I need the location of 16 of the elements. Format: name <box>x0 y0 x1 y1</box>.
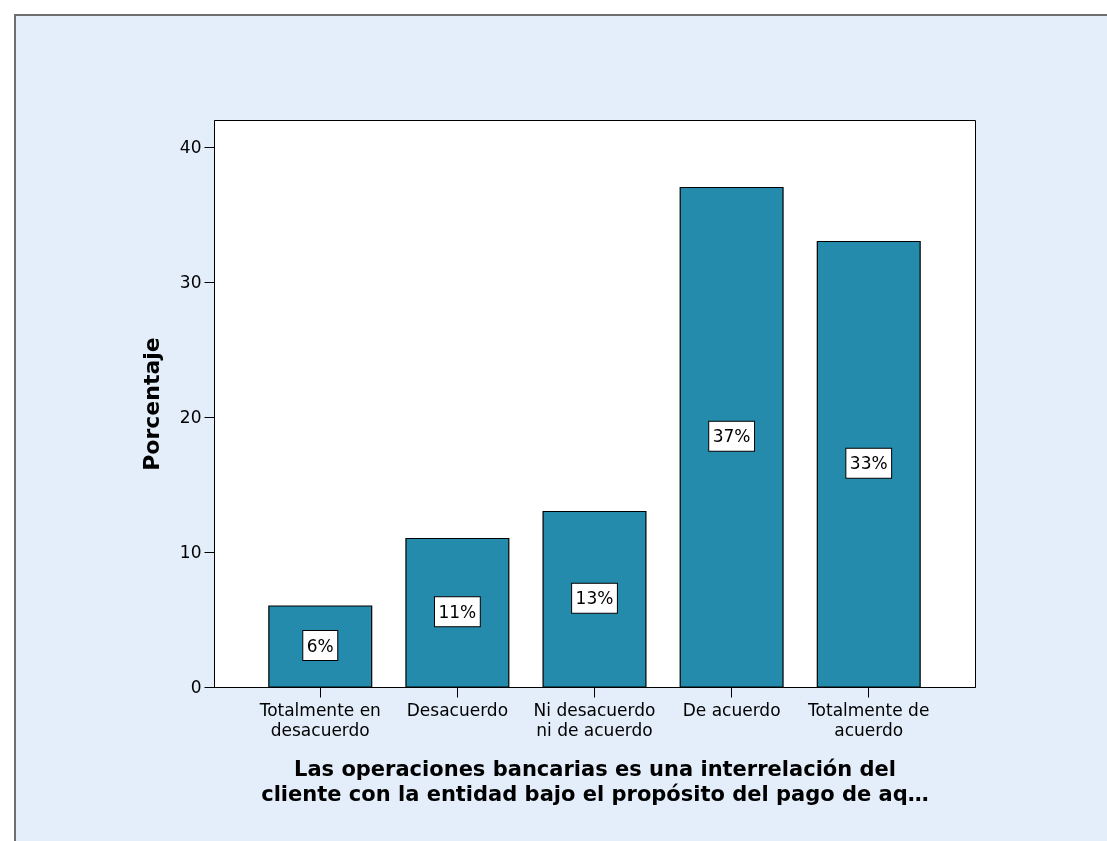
x-axis-title: Las operaciones bancarias es una interrelación del cliente con la entidad bajo el propósito del pago de aq… <box>261 756 929 806</box>
x-tick-label: Desacuerdo <box>406 699 509 720</box>
y-axis-title: Porcentaje <box>138 337 164 471</box>
x-tick-label: Totalmente en desacuerdo <box>258 699 381 740</box>
y-tick-label: 20 <box>179 406 202 427</box>
x-tick-label: Ni desacuerdo ni de acuerdo <box>533 699 656 740</box>
data-label: 13% <box>575 588 614 609</box>
y-tick-label: 40 <box>179 136 202 157</box>
x-tick-label: De acuerdo <box>682 699 781 720</box>
data-label: 33% <box>849 453 888 474</box>
y-tick-label: 30 <box>179 271 202 292</box>
y-tick-label: 0 <box>190 676 202 697</box>
x-tick-label: Totalmente de acuerdo <box>807 699 930 740</box>
y-tick-label: 10 <box>179 541 202 562</box>
data-label: 11% <box>438 601 477 622</box>
data-label: 37% <box>712 426 751 447</box>
